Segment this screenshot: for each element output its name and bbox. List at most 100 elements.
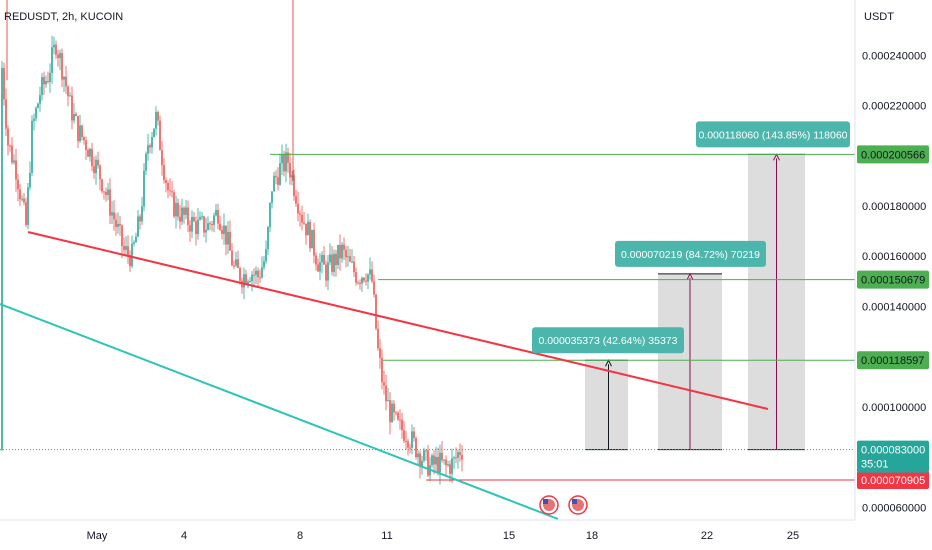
candle-body <box>227 231 229 245</box>
candle-body <box>43 77 45 85</box>
candle-body <box>329 254 331 263</box>
candle-body <box>139 216 141 222</box>
time-tick-label: 18 <box>586 530 598 542</box>
candle-body <box>461 454 463 460</box>
candle-body <box>285 152 287 172</box>
price-axis-ticks: 0.000240000 0.000220000 0.000180000 0.00016… <box>862 50 926 514</box>
projection-zones-layer <box>585 153 805 451</box>
candle-body <box>53 44 55 48</box>
candle-body <box>71 95 73 121</box>
candle-body <box>49 72 51 82</box>
candle-body <box>411 431 413 448</box>
price-tick-label: 0.000160000 <box>862 251 926 263</box>
projection-labels-layer: 0.000035373 (42.64%) 35373 0.000070219 (8… <box>532 121 850 354</box>
candle-body <box>211 224 213 226</box>
us-flag-event-icon[interactable] <box>568 495 588 515</box>
candle-body <box>447 464 449 466</box>
candle-body <box>417 453 419 458</box>
candle-body <box>379 348 381 358</box>
candle-body <box>83 137 85 141</box>
candle-body <box>85 140 87 150</box>
candle-body <box>171 191 173 193</box>
candle-body <box>345 249 347 258</box>
candle-body <box>3 68 5 100</box>
candle-body <box>413 431 415 439</box>
candle-body <box>123 246 125 250</box>
last-price-label: 0.000083000 <box>861 445 925 457</box>
candle-body <box>33 118 35 121</box>
event-icons[interactable] <box>539 495 588 515</box>
candle-body <box>161 150 163 166</box>
candle-body <box>361 277 363 284</box>
time-tick-label: 8 <box>297 530 303 542</box>
candle-body <box>355 272 357 283</box>
candle-body <box>423 450 425 461</box>
candle-body <box>185 207 187 215</box>
candle-body <box>105 192 107 195</box>
candle-body <box>277 177 279 185</box>
candle-body <box>113 212 115 220</box>
us-flag-event-icon[interactable] <box>539 495 559 515</box>
candle-body <box>205 229 207 233</box>
candle-body <box>439 452 441 473</box>
candle-body <box>381 357 383 383</box>
candle-body <box>95 159 97 174</box>
candle-body <box>75 114 77 117</box>
candle-body <box>347 256 349 258</box>
candle-body <box>207 223 209 230</box>
projection-label-box <box>532 327 684 354</box>
candle-body <box>25 202 27 225</box>
candle-body <box>385 385 387 402</box>
candle-body <box>247 281 249 285</box>
time-axis-ticks: May 4 8 11 15 18 22 25 <box>87 530 800 542</box>
candle-body <box>183 207 185 215</box>
countdown-label: 35:01 <box>861 459 889 471</box>
candle-body <box>109 189 111 216</box>
candle-body <box>153 128 155 137</box>
candle-body <box>455 457 457 459</box>
price-tag-label: 0.000118597 <box>861 355 924 367</box>
candle-body <box>21 198 23 200</box>
candle-body <box>441 452 443 461</box>
candle-body <box>311 229 313 249</box>
candle-body <box>157 111 159 121</box>
candle-body <box>263 261 265 268</box>
candle-body <box>363 277 365 281</box>
candle-body <box>27 187 29 225</box>
projection-label: 0.000070219 (84.72%) 70219 <box>621 249 760 261</box>
candle-body <box>239 267 241 281</box>
candle-body <box>35 107 37 119</box>
candle-body <box>397 412 399 420</box>
candle-body <box>453 457 455 459</box>
candle-body <box>255 270 257 275</box>
symbol-title: REDUSDT, 2h, KUCOIN <box>4 11 123 23</box>
candle-body <box>19 189 21 200</box>
candle-body <box>115 219 117 227</box>
candle-body <box>377 328 379 349</box>
price-tick-label: 0.000060000 <box>862 502 926 514</box>
candle-body <box>341 244 343 259</box>
candle-body <box>209 223 211 225</box>
candle-body <box>331 254 333 272</box>
candle-body <box>395 412 397 414</box>
candle-body <box>301 214 303 223</box>
candle-body <box>117 223 119 227</box>
candle-body <box>445 459 447 466</box>
candle-body <box>403 430 405 441</box>
candle-body <box>47 80 49 82</box>
candle-body <box>303 222 305 224</box>
candle-body <box>319 262 321 272</box>
candle-body <box>415 438 417 458</box>
candle-body <box>63 76 65 80</box>
candle-body <box>437 456 439 473</box>
candle-body <box>99 165 101 180</box>
candle-body <box>235 259 237 266</box>
candle-body <box>281 154 283 164</box>
candle-body <box>405 440 407 442</box>
candle-body <box>357 282 359 284</box>
candle-body <box>387 400 389 402</box>
price-tag-box <box>857 270 929 289</box>
candle-body <box>23 198 25 203</box>
candle-body <box>401 419 403 431</box>
